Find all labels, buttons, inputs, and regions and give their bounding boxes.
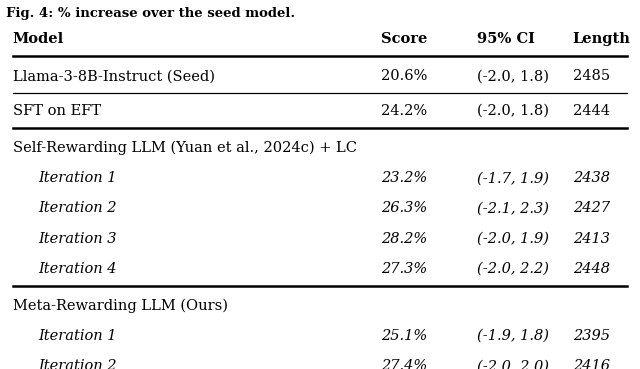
Text: Fig. 4: % increase over the seed model.: Fig. 4: % increase over the seed model. [6, 7, 296, 20]
Text: 25.1%: 25.1% [381, 329, 427, 343]
Text: 2485: 2485 [573, 69, 610, 83]
Text: Iteration 1: Iteration 1 [38, 329, 117, 343]
Text: 2413: 2413 [573, 232, 610, 246]
Text: (-2.1, 2.3): (-2.1, 2.3) [477, 201, 548, 215]
Text: (-2.0, 1.9): (-2.0, 1.9) [477, 232, 548, 246]
Text: Self-Rewarding LLM (Yuan et al., 2024c) + LC: Self-Rewarding LLM (Yuan et al., 2024c) … [13, 141, 357, 155]
Text: 23.2%: 23.2% [381, 171, 427, 185]
Text: (-1.9, 1.8): (-1.9, 1.8) [477, 329, 548, 343]
Text: 27.4%: 27.4% [381, 359, 427, 369]
Text: 2395: 2395 [573, 329, 610, 343]
Text: 95% CI: 95% CI [477, 32, 534, 46]
Text: Iteration 4: Iteration 4 [38, 262, 117, 276]
Text: Iteration 2: Iteration 2 [38, 201, 117, 215]
Text: (-2.0, 1.8): (-2.0, 1.8) [477, 69, 548, 83]
Text: (-2.0, 2.2): (-2.0, 2.2) [477, 262, 548, 276]
Text: Iteration 2: Iteration 2 [38, 359, 117, 369]
Text: Iteration 3: Iteration 3 [38, 232, 117, 246]
Text: Iteration 1: Iteration 1 [38, 171, 117, 185]
Text: (-2.0, 1.8): (-2.0, 1.8) [477, 104, 548, 118]
Text: SFT on EFT: SFT on EFT [13, 104, 101, 118]
Text: 24.2%: 24.2% [381, 104, 427, 118]
Text: Llama-3-8B-Instruct (Seed): Llama-3-8B-Instruct (Seed) [13, 69, 215, 83]
Text: 20.6%: 20.6% [381, 69, 427, 83]
Text: Score: Score [381, 32, 427, 46]
Text: (-1.7, 1.9): (-1.7, 1.9) [477, 171, 548, 185]
Text: 2427: 2427 [573, 201, 610, 215]
Text: 2448: 2448 [573, 262, 610, 276]
Text: 2438: 2438 [573, 171, 610, 185]
Text: 27.3%: 27.3% [381, 262, 427, 276]
Text: 2416: 2416 [573, 359, 610, 369]
Text: 28.2%: 28.2% [381, 232, 427, 246]
Text: (-2.0, 2.0): (-2.0, 2.0) [477, 359, 548, 369]
Text: Model: Model [13, 32, 64, 46]
Text: 26.3%: 26.3% [381, 201, 427, 215]
Text: 2444: 2444 [573, 104, 610, 118]
Text: Meta-Rewarding LLM (Ours): Meta-Rewarding LLM (Ours) [13, 299, 228, 313]
Text: Length: Length [573, 32, 630, 46]
